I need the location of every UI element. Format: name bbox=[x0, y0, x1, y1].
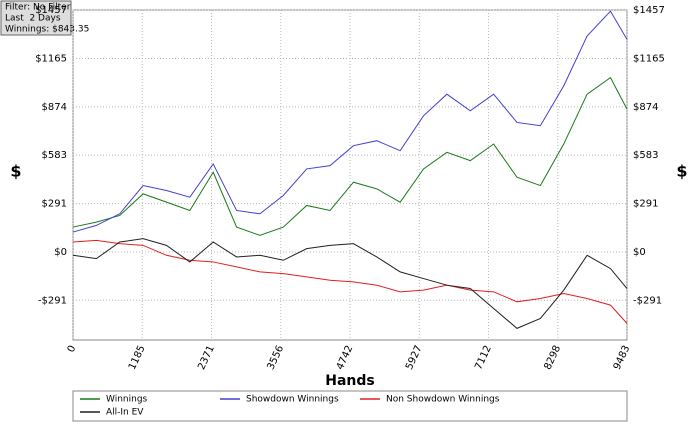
x-tick-label: 0 bbox=[66, 344, 79, 354]
y-tick-label: $0 bbox=[54, 247, 67, 258]
y-tick-label: -$291 bbox=[38, 295, 67, 306]
y-tick-label: $1165 bbox=[633, 53, 665, 64]
legend-label: All-In EV bbox=[106, 408, 144, 418]
legend-label: Non Showdown Winnings bbox=[386, 395, 500, 405]
y-tick-label: $1165 bbox=[35, 53, 67, 64]
y-tick-label: $291 bbox=[42, 199, 67, 210]
legend-label: Showdown Winnings bbox=[246, 395, 339, 405]
series-line bbox=[72, 76, 628, 236]
y-axis-title: $ bbox=[10, 162, 21, 181]
y-tick-label: $874 bbox=[633, 102, 658, 113]
series-line bbox=[72, 238, 628, 329]
legend bbox=[72, 390, 628, 422]
filter-text: Filter: No Filter bbox=[5, 3, 71, 13]
legend-label: Winnings bbox=[106, 395, 148, 405]
y-tick-label: $583 bbox=[633, 150, 658, 161]
y-tick-label: $874 bbox=[42, 102, 67, 113]
series-line bbox=[72, 239, 628, 324]
y-axis-title: $ bbox=[676, 162, 687, 181]
y-tick-label: $291 bbox=[633, 199, 658, 210]
y-tick-label: $1457 bbox=[35, 5, 67, 16]
x-axis-title: Hands bbox=[325, 373, 375, 389]
filter-text: Last 2 Days bbox=[5, 14, 61, 24]
filter-text: Winnings: $843.35 bbox=[5, 25, 89, 35]
y-tick-label: $1457 bbox=[633, 5, 665, 16]
y-tick-label: -$291 bbox=[633, 295, 662, 306]
series-line bbox=[72, 10, 628, 233]
y-tick-label: $583 bbox=[42, 150, 67, 161]
filter-box bbox=[0, 0, 72, 36]
y-tick-label: $0 bbox=[633, 247, 646, 258]
